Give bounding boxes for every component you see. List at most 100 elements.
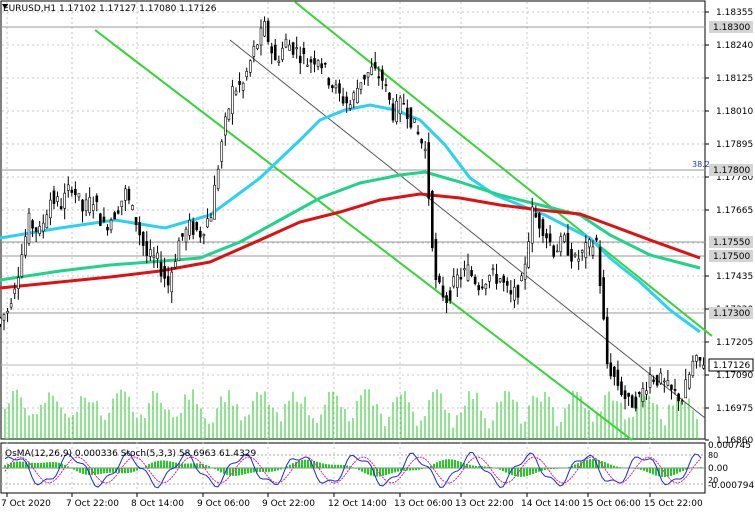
candle-body: [406, 107, 409, 119]
time-tick-label: 13 Oct 22:00: [455, 499, 514, 509]
candle-body: [113, 212, 116, 220]
candle-body: [527, 241, 530, 268]
candle-body: [684, 379, 688, 399]
candle-body: [670, 384, 673, 390]
price-label-box: [709, 236, 753, 248]
price-candles: [0, 16, 705, 412]
candle-body: [199, 230, 202, 238]
price-tick-label: 1.17665: [716, 206, 753, 216]
candle-body: [159, 262, 163, 277]
candle-body: [263, 21, 266, 37]
candle-body: [152, 255, 156, 258]
candle-body: [605, 316, 609, 365]
candle-body: [63, 192, 66, 209]
candle-body: [191, 221, 195, 235]
candle-body: [570, 249, 573, 262]
candle-body: [116, 210, 120, 214]
candle-body: [566, 233, 570, 256]
candle-body: [484, 283, 488, 289]
candle-body: [441, 285, 445, 298]
channel-upper-line: [294, 1, 713, 337]
price-label-box: [709, 164, 753, 176]
candle-body: [577, 258, 580, 262]
price-tick-label: 1.16975: [716, 404, 753, 414]
candle-body: [516, 285, 520, 298]
channel-mid-line: [229, 39, 706, 419]
candle-body: [370, 66, 373, 75]
candle-body: [559, 236, 563, 253]
candle-body: [623, 390, 627, 399]
ema-fast-line: [0, 103, 701, 334]
candle-body: [563, 234, 566, 242]
candle-body: [477, 285, 481, 291]
candle-body: [698, 357, 702, 361]
candle-body: [495, 273, 498, 284]
candle-body: [0, 317, 2, 325]
candle-body: [281, 47, 284, 60]
candle-body: [99, 213, 102, 226]
candle-body: [466, 264, 470, 281]
time-tick-label: 15 Oct 22:00: [644, 499, 703, 509]
price-label-text: 1.17550: [713, 238, 750, 248]
candle-body: [134, 217, 138, 226]
candle-body: [6, 310, 9, 314]
candle-body: [102, 216, 106, 222]
candle-body: [580, 250, 584, 253]
candle-body: [234, 90, 238, 95]
candle-body: [648, 374, 652, 388]
candle-body: [338, 83, 341, 94]
candle-body: [145, 241, 149, 256]
candle-body: [645, 390, 648, 395]
stoch-label-20: 20: [708, 476, 718, 485]
candle-body: [687, 374, 691, 389]
candle-body: [702, 364, 705, 369]
candle-body: [213, 184, 216, 220]
candle-body: [598, 247, 602, 286]
candle-body: [452, 276, 456, 287]
candle-body: [156, 252, 159, 259]
candle-body: [616, 369, 620, 386]
candle-body: [384, 84, 388, 86]
candle-body: [391, 103, 395, 121]
stoch-main-line: [4, 451, 702, 489]
candle-body: [595, 237, 598, 241]
candle-body: [363, 74, 366, 80]
channel-lower-line: [94, 29, 633, 441]
time-tick-label: 15 Oct 06:00: [582, 499, 641, 509]
support-resistance-levels: [1, 26, 705, 366]
candle-body: [106, 226, 109, 231]
candle-body: [530, 206, 534, 244]
candle-body: [413, 118, 416, 123]
candle-body: [373, 62, 377, 69]
candle-body: [663, 380, 666, 383]
price-tick-label: 1.18240: [716, 41, 753, 51]
indicator-tick-top: 0.000745: [708, 441, 751, 451]
candle-body: [91, 204, 95, 211]
candle-body: [256, 44, 259, 49]
time-tick-label: 9 Oct 22:00: [262, 499, 315, 509]
candle-body: [270, 46, 273, 54]
collapse-arrow-icon[interactable]: [2, 4, 8, 9]
candle-body: [81, 199, 84, 212]
candle-body: [502, 275, 505, 283]
candle-body: [448, 290, 452, 301]
candle-body: [352, 92, 356, 101]
candle-body: [327, 78, 331, 86]
price-label-text: 1.17126: [713, 361, 750, 371]
candle-body: [630, 395, 634, 408]
candle-body: [377, 76, 381, 79]
candle-body: [609, 362, 613, 377]
price-label-text: 1.17500: [713, 252, 750, 262]
candle-body: [56, 196, 59, 202]
candle-body: [316, 60, 320, 67]
ema-slow-line: [0, 192, 701, 290]
candle-body: [77, 193, 81, 198]
candle-body: [420, 138, 423, 144]
price-tick-label: 1.18125: [716, 74, 753, 84]
candle-body: [41, 222, 45, 232]
candle-body: [652, 379, 655, 382]
candle-body: [538, 213, 541, 229]
candle-body: [27, 212, 31, 244]
